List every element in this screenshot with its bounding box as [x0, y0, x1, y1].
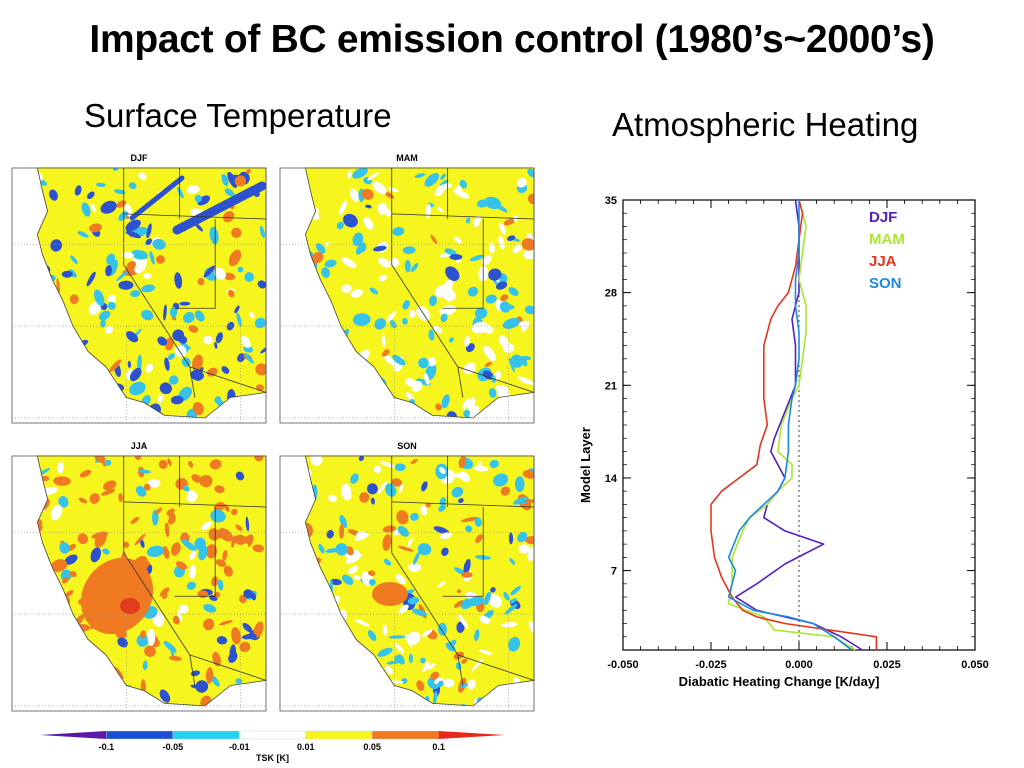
y-axis-label: Model Layer	[578, 427, 593, 503]
colorbar: -0.1 -0.05 -0.01 0.01 0.05 0.1 TSK [K]	[40, 730, 505, 763]
map-panel-title-djf: DJF	[130, 153, 148, 163]
legend-entry-jja: JJA	[869, 253, 897, 270]
map-panel-title-mam: MAM	[396, 153, 418, 163]
series-line-mam	[727, 199, 856, 651]
colorbar-tick-label: -0.1	[99, 742, 115, 752]
legend-entry-son: SON	[869, 275, 902, 292]
surface-temperature-subtitle: Surface Temperature	[84, 97, 392, 134]
legend-entry-mam: MAM	[869, 231, 905, 248]
colorbar-tick-label: -0.05	[163, 742, 184, 752]
colorbar-tick-label: -0.01	[229, 742, 250, 752]
x-tick-label: -0.025	[695, 659, 726, 671]
x-axis-label: Diabatic Heating Change [K/day]	[679, 674, 880, 689]
map-panel-title-son: SON	[397, 441, 417, 451]
x-tick-label: 0.025	[873, 659, 901, 671]
colorbar-segment	[438, 731, 505, 739]
map-panel-son	[279, 455, 535, 712]
map-panel-jja	[11, 455, 267, 712]
page-title: Impact of BC emission control (1980’s~20…	[89, 18, 935, 61]
y-tick-label: 35	[605, 195, 617, 207]
colorbar-segment	[40, 731, 107, 739]
x-tick-label: -0.050	[607, 659, 638, 671]
x-tick-label: 0.050	[961, 659, 989, 671]
y-tick-label: 7	[611, 566, 617, 578]
atmospheric-heating-subtitle: Atmospheric Heating	[612, 106, 919, 143]
x-tick-label: 0.000	[785, 659, 813, 671]
y-tick-label: 28	[605, 288, 617, 300]
colorbar-tick-label: 0.01	[297, 742, 315, 752]
y-tick-label: 21	[605, 380, 617, 392]
map-panel-djf	[11, 167, 267, 424]
colorbar-tick-label: 0.05	[363, 742, 381, 752]
series-line-son	[727, 200, 853, 651]
legend-entry-djf: DJF	[869, 209, 897, 226]
legend: DJF MAM JJA SON	[869, 209, 905, 292]
colorbar-label: TSK [K]	[256, 753, 289, 763]
chart-axes: -0.050 -0.025 0.000 0.025 0.050 7 14 21 28 35 Diab…	[578, 195, 989, 689]
map-panel-mam	[279, 167, 535, 424]
y-tick-label: 14	[605, 473, 618, 485]
map-panel-title-jja: JJA	[131, 441, 148, 451]
colorbar-segment	[371, 730, 439, 740]
series-line-jja	[710, 199, 878, 650]
colorbar-tick-label: 0.1	[432, 742, 445, 752]
